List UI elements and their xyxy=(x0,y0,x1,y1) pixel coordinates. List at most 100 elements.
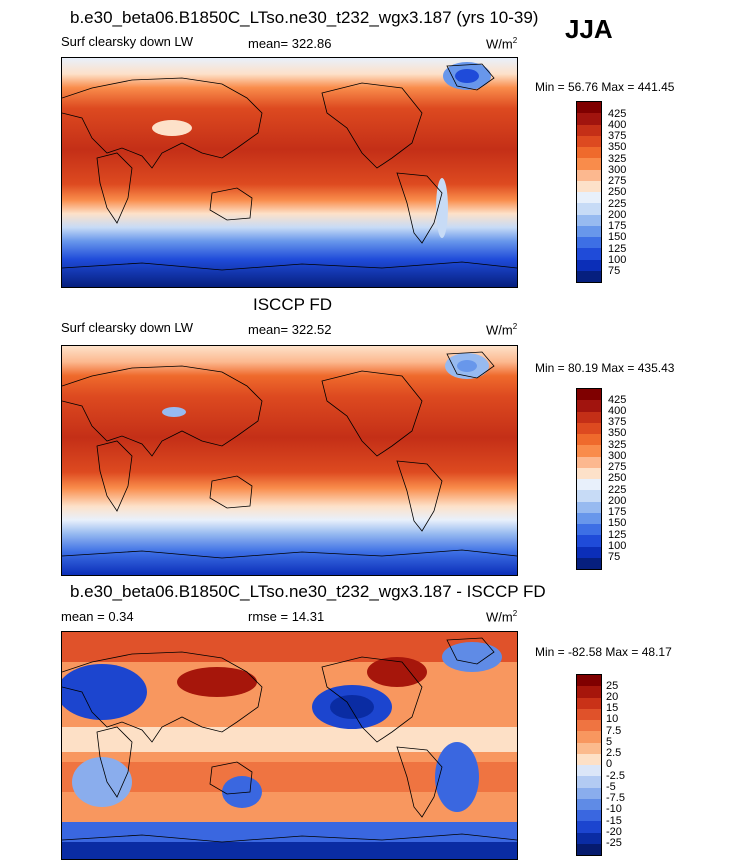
colorbar-box xyxy=(577,169,601,181)
colorbar-box xyxy=(577,697,601,709)
panel-3-colorbar-boxes xyxy=(577,675,601,855)
colorbar-box xyxy=(577,135,601,147)
panel-2-mean: mean= 322.52 xyxy=(248,322,332,337)
colorbar-box xyxy=(577,479,601,491)
panel-2-tick-7: 250 xyxy=(608,472,627,484)
colorbar-box xyxy=(577,557,601,569)
colorbar-box xyxy=(577,270,601,282)
colorbar-box xyxy=(577,445,601,457)
panel-2-tick-4: 325 xyxy=(608,439,627,451)
panel-1-tick-11: 150 xyxy=(608,231,627,243)
colorbar-box xyxy=(577,675,601,687)
colorbar-box xyxy=(577,124,601,136)
panel-2-units: W/m2 xyxy=(486,322,518,338)
colorbar-box xyxy=(577,501,601,513)
colorbar-box xyxy=(577,411,601,423)
panel-2-tick-2: 375 xyxy=(608,416,627,428)
panel-1-tick-8: 225 xyxy=(608,198,627,210)
colorbar-box xyxy=(577,753,601,765)
panel-3-tick-12: -15 xyxy=(606,815,622,827)
panel-2-tick-14: 75 xyxy=(608,551,621,563)
colorbar-box xyxy=(577,113,601,125)
panel-2-tick-9: 200 xyxy=(608,495,627,507)
panel-3-tick-11: -10 xyxy=(606,803,622,815)
colorbar-box xyxy=(577,787,601,799)
panel-3-units: W/m2 xyxy=(486,609,518,625)
panel-3-tick-6: 2.5 xyxy=(606,747,622,759)
panel-3-tick-2: 15 xyxy=(606,702,619,714)
panel-2-tick-1: 400 xyxy=(608,405,627,417)
panel-1-tick-6: 275 xyxy=(608,175,627,187)
colorbar-box xyxy=(577,158,601,170)
panel-2-minmax: Min = 80.19 Max = 435.43 xyxy=(535,361,675,375)
panel-3-tick-13: -20 xyxy=(606,826,622,838)
colorbar-box xyxy=(577,832,601,844)
colorbar-box xyxy=(577,742,601,754)
panel-1-tick-9: 200 xyxy=(608,209,627,221)
colorbar-box xyxy=(577,192,601,204)
tibet-region xyxy=(152,120,192,136)
panel-2-title: ISCCP FD xyxy=(253,295,333,314)
panel-1-tick-5: 300 xyxy=(608,164,627,176)
colorbar-box xyxy=(577,422,601,434)
panel-2-tick-3: 350 xyxy=(608,427,627,439)
colorbar-box xyxy=(577,731,601,743)
colorbar-box xyxy=(577,708,601,720)
panel-1-tick-0: 425 xyxy=(608,108,627,120)
colorbar-box xyxy=(577,214,601,226)
colorbar-box xyxy=(577,490,601,502)
panel-1-colorbar-boxes xyxy=(577,102,601,282)
colorbar-box xyxy=(577,821,601,833)
colorbar-box xyxy=(577,389,601,401)
colorbar-box xyxy=(577,512,601,524)
panel-3-minmax: Min = -82.58 Max = 48.17 xyxy=(535,645,672,659)
panel-2-variable: Surf clearsky down LW xyxy=(61,320,193,335)
colorbar-box xyxy=(577,776,601,788)
panel-1-map xyxy=(61,57,518,288)
panel-3-mean: mean = 0.34 xyxy=(61,609,134,624)
colorbar-box xyxy=(577,434,601,446)
panel-1-variable: Surf clearsky down LW xyxy=(61,34,193,49)
colorbar-box xyxy=(577,686,601,698)
panel-2-tick-6: 275 xyxy=(608,461,627,473)
colorbar-box xyxy=(577,765,601,777)
panel-1-tick-1: 400 xyxy=(608,119,627,131)
colorbar-box xyxy=(577,225,601,237)
colorbar-box xyxy=(577,248,601,260)
panel-2-tick-5: 300 xyxy=(608,450,627,462)
panel-1-tick-4: 325 xyxy=(608,153,627,165)
panel-3-tick-7: 0 xyxy=(606,758,613,770)
panel-1-colorbar xyxy=(576,101,602,283)
panel-1-tick-10: 175 xyxy=(608,220,627,232)
panel-1-tick-13: 100 xyxy=(608,254,627,266)
panel-1-tick-7: 250 xyxy=(608,186,627,198)
negative-anomaly-region-1 xyxy=(62,664,147,720)
panel-3-colorbar xyxy=(576,674,602,856)
panel-2-tick-13: 100 xyxy=(608,540,627,552)
colorbar-box xyxy=(577,843,601,855)
colorbar-box xyxy=(577,400,601,412)
panel-3-rmse: rmse = 14.31 xyxy=(248,609,325,624)
panel-3-tick-1: 20 xyxy=(606,691,619,703)
panel-2-map xyxy=(61,345,518,576)
panel-3-tick-3: 10 xyxy=(606,713,619,725)
colorbar-box xyxy=(577,798,601,810)
panel-1-tick-12: 125 xyxy=(608,243,627,255)
panel-2-tick-11: 150 xyxy=(608,517,627,529)
panel-3-tick-4: 7.5 xyxy=(606,725,622,737)
panel-3-tick-8: -2.5 xyxy=(606,770,625,782)
colorbar-box xyxy=(577,237,601,249)
colorbar-box xyxy=(577,546,601,558)
panel-1-tick-3: 350 xyxy=(608,141,627,153)
panel-3-map xyxy=(61,631,518,860)
panel-2-tick-10: 175 xyxy=(608,506,627,518)
panel-1-minmax: Min = 56.76 Max = 441.45 xyxy=(535,80,675,94)
colorbar-box xyxy=(577,147,601,159)
panel-3-title: b.e30_beta06.B1850C_LTso.ne30_t232_wgx3.… xyxy=(70,582,546,601)
colorbar-box xyxy=(577,535,601,547)
panel-3-tick-5: 5 xyxy=(606,736,613,748)
panel-2-colorbar xyxy=(576,388,602,570)
panel-2-tick-0: 425 xyxy=(608,394,627,406)
andes-region xyxy=(436,178,448,238)
panel-1-tick-2: 375 xyxy=(608,130,627,142)
